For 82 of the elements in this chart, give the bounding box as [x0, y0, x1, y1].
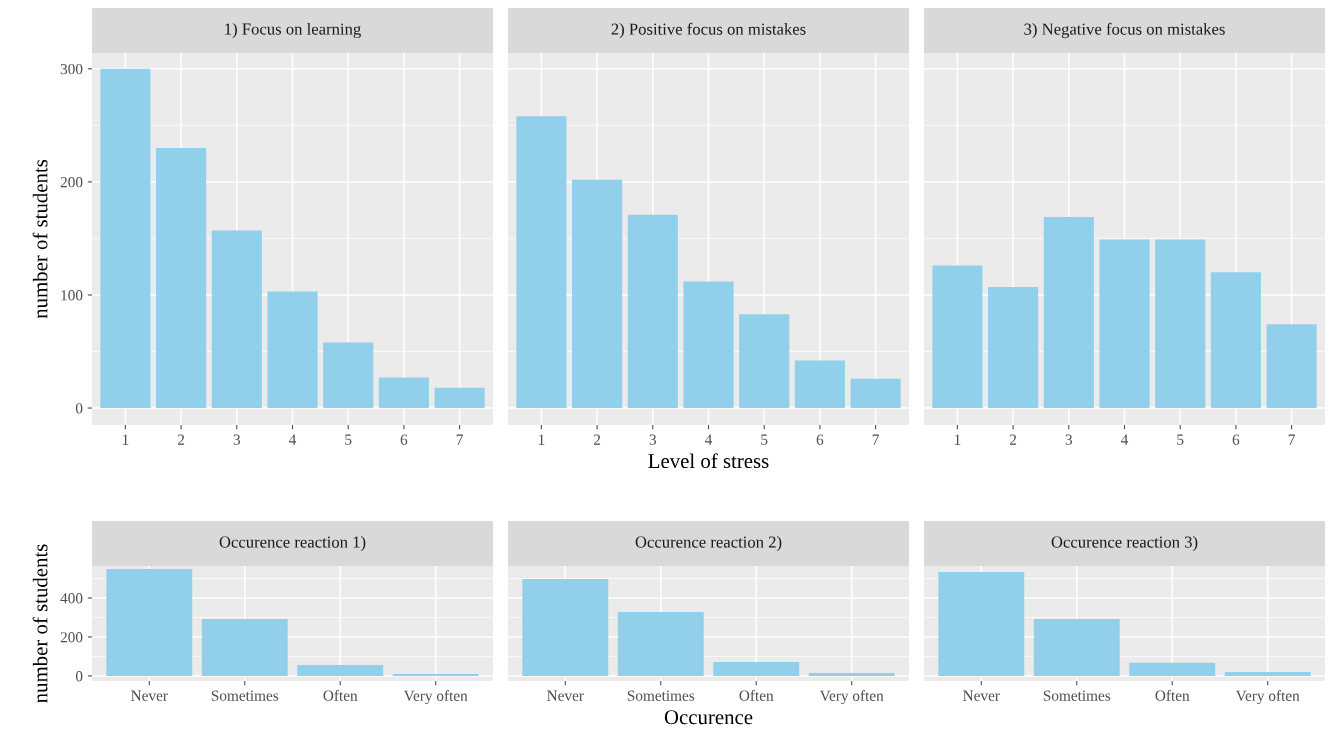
bar — [572, 179, 623, 409]
y-tick-label: 300 — [60, 63, 83, 75]
bar — [516, 116, 567, 409]
x-tick-label: 5 — [345, 434, 352, 445]
bar — [1129, 662, 1216, 676]
bar — [932, 265, 983, 409]
y-tick-label: 0 — [75, 403, 83, 414]
bar — [378, 377, 429, 409]
x-tick-label: Very often — [819, 690, 884, 705]
bar — [1043, 216, 1094, 409]
y-tick-label: 0 — [75, 671, 83, 682]
y-tick-label: 200 — [60, 177, 83, 188]
x-tick-label: 5 — [761, 434, 768, 445]
bar — [1099, 239, 1150, 409]
x-tick-label: 1 — [954, 434, 961, 445]
y-tick-label: 100 — [61, 290, 83, 301]
bar — [323, 342, 374, 409]
x-tick-label: 6 — [400, 434, 408, 445]
bar — [988, 287, 1039, 409]
bar — [794, 360, 845, 409]
y-axis-title: number of students — [32, 544, 48, 703]
x-tick-label: 4 — [704, 434, 713, 445]
x-tick-label: 2 — [593, 434, 601, 445]
x-tick-label: Often — [323, 689, 358, 701]
chart-title: 3) Negative focus on mistakes — [1024, 22, 1225, 39]
bar — [938, 572, 1025, 676]
bar — [683, 281, 734, 409]
bar — [808, 673, 895, 676]
x-tick-label: 4 — [288, 434, 297, 445]
x-tick-label: 2 — [1009, 434, 1017, 445]
x-tick-label: Very often — [403, 690, 468, 705]
x-axis-title: Level of stress — [648, 453, 769, 469]
chart-title: Occurence reaction 1) — [219, 535, 366, 552]
chart-title: 2) Positive focus on mistakes — [611, 22, 806, 39]
bar — [850, 378, 901, 409]
bar — [106, 568, 193, 676]
y-tick-label: 400 — [60, 593, 83, 604]
bar — [211, 230, 262, 409]
x-tick-label: Sometimes — [627, 690, 695, 701]
x-tick-label: 7 — [456, 434, 463, 445]
x-tick-label: 3 — [1065, 434, 1073, 445]
x-tick-label: 3 — [649, 434, 657, 445]
x-tick-label: 6 — [1232, 434, 1240, 445]
bar — [297, 665, 384, 676]
y-axis-title: number of students — [32, 159, 48, 319]
bar — [617, 612, 704, 676]
bar — [627, 214, 678, 409]
bar — [201, 619, 288, 676]
bar — [1224, 672, 1311, 676]
chart-title: Occurence reaction 3) — [1051, 535, 1198, 552]
x-tick-label: 1 — [122, 434, 129, 445]
x-tick-label: Never — [963, 690, 1000, 701]
chart-title: 1) Focus on learning — [225, 22, 361, 39]
bar — [1266, 324, 1317, 409]
x-tick-label: 4 — [1120, 434, 1129, 445]
x-tick-label: Never — [547, 690, 584, 701]
bar — [739, 314, 790, 409]
bar — [713, 661, 800, 676]
x-axis-title: Occurence — [664, 710, 753, 725]
bar — [434, 387, 485, 409]
x-tick-label: 1 — [538, 434, 545, 445]
bar — [267, 291, 318, 409]
x-tick-label: Very often — [1235, 690, 1300, 705]
bar — [100, 68, 151, 409]
x-tick-label: Never — [131, 690, 168, 701]
x-tick-label: 3 — [233, 434, 241, 445]
x-tick-label: Often — [739, 689, 774, 701]
x-tick-label: 5 — [1177, 434, 1184, 445]
x-tick-label: 7 — [1288, 434, 1295, 445]
x-tick-label: 2 — [177, 434, 185, 445]
bar — [1210, 272, 1261, 409]
bar — [156, 147, 207, 409]
x-tick-label: Sometimes — [211, 690, 279, 701]
bar — [1155, 239, 1206, 409]
bar — [522, 579, 609, 676]
y-tick-label: 200 — [60, 632, 83, 643]
chart-title: Occurence reaction 2) — [635, 535, 782, 552]
x-tick-label: Often — [1155, 689, 1190, 701]
bar — [1033, 619, 1120, 676]
x-tick-label: Sometimes — [1043, 690, 1111, 701]
x-tick-label: 7 — [872, 434, 879, 445]
x-tick-label: 6 — [816, 434, 824, 445]
